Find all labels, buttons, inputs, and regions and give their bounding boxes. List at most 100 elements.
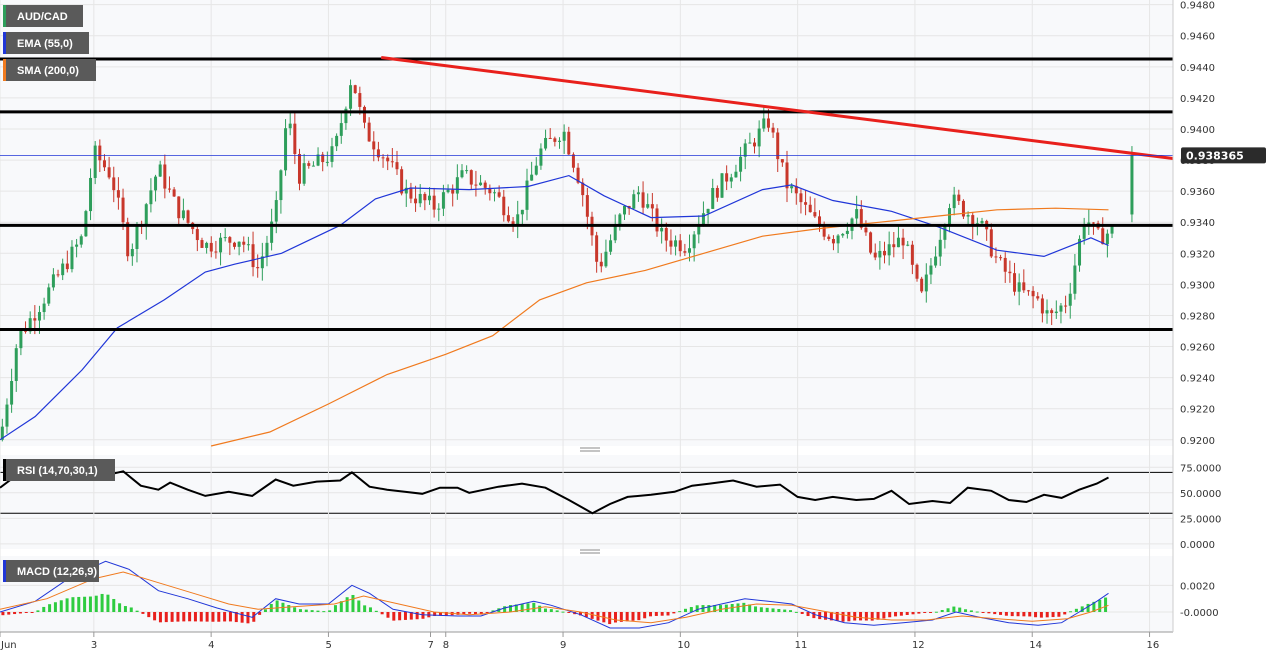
candle-body: [321, 154, 325, 163]
candle-body: [451, 189, 455, 194]
macd-bar: [503, 606, 507, 612]
price-tick-label: 0.9320: [1180, 249, 1215, 260]
macd-bar: [713, 605, 717, 612]
candle-body: [400, 169, 404, 194]
candle-body: [441, 192, 445, 209]
candle-body: [576, 167, 580, 183]
macd-bar: [643, 612, 647, 619]
price-tick-label: 0.9360: [1180, 187, 1215, 198]
macd-bar: [695, 605, 699, 612]
candle-body: [279, 170, 283, 201]
candle-body: [349, 85, 353, 109]
macd-bar: [252, 612, 256, 622]
price-tick-label: 0.9240: [1180, 374, 1215, 385]
macd-bar: [888, 612, 892, 618]
macd-bar: [952, 606, 956, 612]
macd-bar: [1092, 601, 1096, 612]
macd-bar: [946, 608, 950, 612]
price-tick-label: 0.9260: [1180, 343, 1215, 354]
macd-bar: [1086, 603, 1090, 612]
candle-body: [353, 85, 357, 94]
macd-bar: [106, 594, 110, 612]
legend-ema[interactable]: EMA (55,0): [3, 32, 89, 54]
macd-bar: [176, 612, 180, 622]
candle-body: [873, 252, 877, 258]
candle-body: [1026, 290, 1030, 292]
macd-bar: [847, 612, 851, 622]
candle-body: [260, 256, 264, 269]
macd-bar: [88, 596, 92, 612]
macd-bar: [438, 612, 442, 616]
candle-body: [469, 170, 473, 185]
candle-body: [56, 274, 60, 276]
macd-bar: [777, 608, 781, 612]
candle-body: [102, 160, 106, 168]
macd-bar: [205, 612, 209, 622]
legend-macd[interactable]: MACD (12,26,9): [3, 560, 99, 582]
macd-bar: [1004, 612, 1008, 616]
macd-bar: [1016, 612, 1020, 617]
candle-body: [93, 145, 97, 178]
legend-sma[interactable]: SMA (200,0): [3, 59, 96, 81]
candle-body: [163, 164, 167, 189]
rsi-splitter-icon[interactable]: [580, 447, 600, 452]
macd-bar: [380, 612, 384, 615]
candle-body: [766, 118, 770, 128]
macd-splitter-icon[interactable]: [580, 549, 600, 554]
macd-bar: [555, 610, 559, 612]
candle-body: [24, 330, 28, 332]
candle-body: [228, 237, 232, 243]
candle-body: [618, 214, 622, 225]
candle-body: [581, 182, 585, 196]
price-tick-label: 0.9420: [1180, 94, 1215, 105]
candle-body: [808, 204, 812, 213]
candle-body: [562, 131, 566, 141]
macd-bar: [386, 612, 390, 618]
candle-body: [525, 180, 529, 210]
macd-bar: [514, 604, 518, 612]
macd-bar: [981, 612, 985, 613]
candle-body: [506, 215, 510, 222]
candle-body: [706, 208, 710, 214]
candle-body: [599, 261, 603, 267]
legend-symbol[interactable]: AUD/CAD: [3, 5, 83, 27]
current-price-badge: 0.938365: [1181, 147, 1266, 164]
legend-symbol-label: AUD/CAD: [17, 11, 68, 23]
macd-bar: [100, 593, 104, 612]
candle-body: [460, 170, 464, 178]
candle-body: [502, 196, 506, 216]
candle-body: [200, 240, 204, 248]
overlays: [0, 56, 1174, 629]
macd-bar: [1104, 597, 1108, 612]
macd-bar: [876, 612, 880, 620]
candle-body: [492, 192, 496, 194]
macd-bar: [899, 612, 903, 616]
candle-body: [465, 170, 469, 172]
macd-bar: [526, 603, 530, 612]
candle-body: [158, 164, 162, 177]
candle-body: [1078, 238, 1082, 266]
candle-body: [219, 237, 223, 253]
macd-bar: [193, 612, 197, 622]
candle-body: [181, 210, 185, 219]
macd-bar: [217, 612, 221, 622]
macd-tick-label: -0.0000: [1180, 608, 1219, 619]
legend-rsi[interactable]: RSI (14,70,30,1): [3, 459, 115, 481]
candle-body: [302, 163, 306, 184]
candle-body: [84, 211, 88, 237]
macd-bar: [421, 612, 425, 619]
macd-bar: [999, 612, 1003, 615]
macd-bar: [188, 612, 192, 622]
candle-body: [845, 230, 849, 234]
macd-bar: [508, 605, 512, 612]
candle-body: [813, 212, 817, 217]
candle-body: [822, 226, 826, 237]
candle-body: [799, 193, 803, 203]
candle-body: [474, 184, 478, 186]
time-tick-label: 9: [560, 640, 566, 651]
macd-bar: [520, 603, 524, 612]
candle-body: [335, 135, 339, 147]
macd-bar: [631, 612, 635, 621]
macd-bar: [619, 612, 623, 622]
